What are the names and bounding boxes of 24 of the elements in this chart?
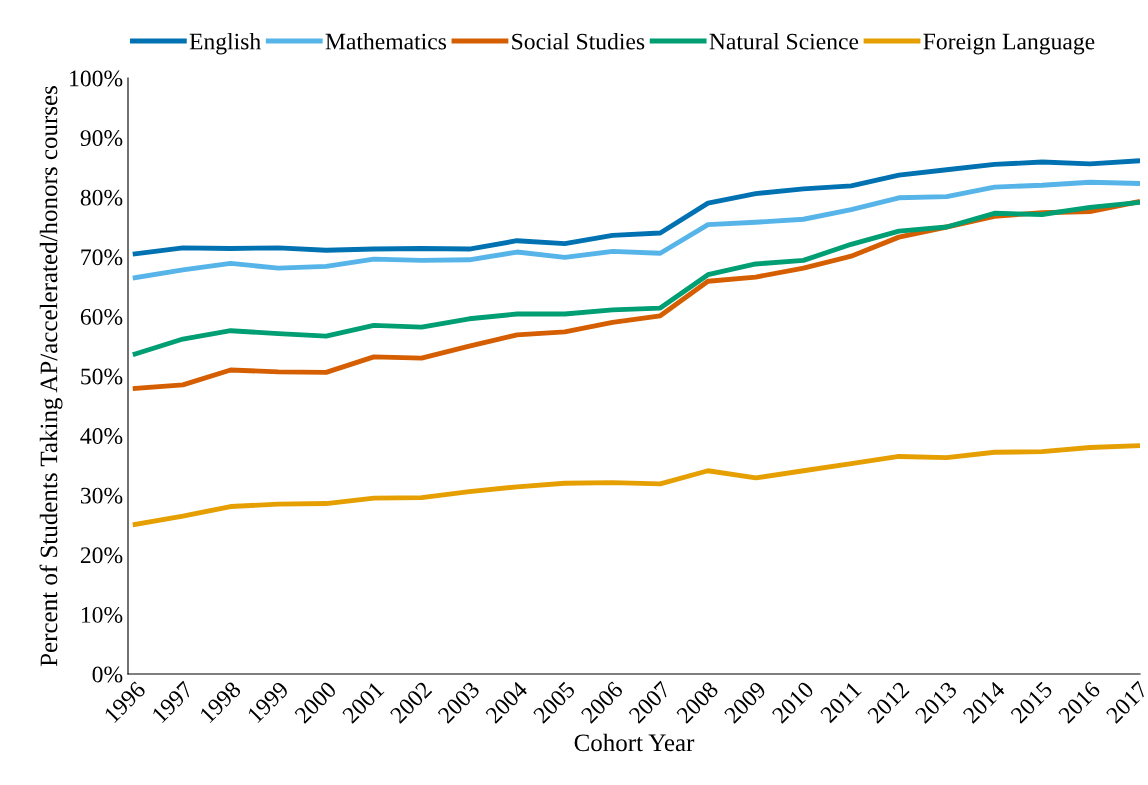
- y-tick-label: 10%: [81, 606, 123, 623]
- y-tick-label: 30%: [80, 487, 123, 504]
- y-tick-label: 20%: [80, 547, 123, 564]
- y-tick-label: 100%: [70, 70, 123, 87]
- x-tick-label: 1999: [246, 680, 290, 724]
- line-series: [132, 179, 1140, 281]
- x-axis-title: Cohort Year: [574, 733, 695, 752]
- line-series: [132, 200, 1140, 357]
- y-tick-label: 80%: [80, 189, 123, 206]
- y-axis-title: Percent of Students Taking AP/accelerated/honors courses: [39, 86, 63, 667]
- line-series: [132, 158, 1140, 257]
- y-tick-label: 60%: [80, 308, 123, 325]
- y-tick-label: 0%: [92, 666, 123, 683]
- y-tick-label: 90%: [80, 130, 123, 147]
- line-series: [132, 443, 1140, 527]
- y-tick-label: 70%: [81, 249, 123, 266]
- legend-label: Foreign Language: [923, 33, 1095, 55]
- y-tick-label: 50%: [81, 368, 123, 385]
- legend-label: English: [189, 32, 261, 55]
- y-tick-label: 40%: [80, 428, 123, 445]
- x-tick-label: 2011: [819, 681, 862, 724]
- legend-label: Social Studies: [512, 32, 645, 50]
- legend-label: Natural Science: [709, 32, 859, 50]
- legend-label: Mathematics: [325, 32, 447, 50]
